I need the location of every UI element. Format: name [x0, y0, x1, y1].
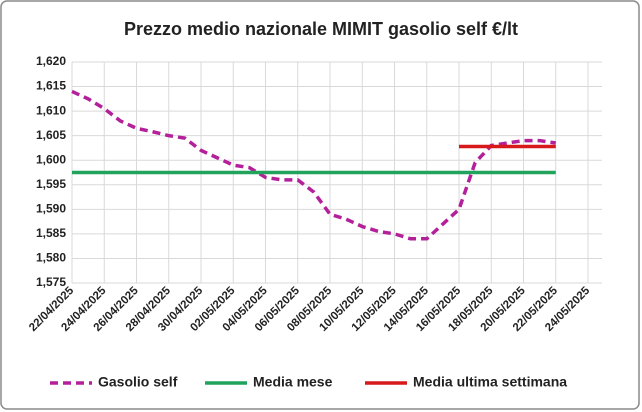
- y-tick-label: 1,620: [36, 54, 66, 68]
- y-tick-label: 1,585: [36, 226, 66, 240]
- chart-title: Prezzo medio nazionale MIMIT gasolio sel…: [124, 19, 518, 39]
- y-tick-label: 1,575: [36, 275, 66, 289]
- y-tick-label: 1,590: [36, 202, 66, 216]
- y-tick-label: 1,580: [36, 251, 66, 265]
- y-tick-label: 1,610: [36, 103, 66, 117]
- series-line: [71, 89, 557, 241]
- legend-label: Media mese: [253, 374, 333, 390]
- y-tick-label: 1,595: [36, 177, 66, 191]
- y-tick-label: 1,615: [36, 79, 66, 93]
- legend-label: Gasolio self: [98, 374, 178, 390]
- y-tick-label: 1,600: [36, 152, 66, 166]
- legend-label: Media ultima settimana: [413, 374, 567, 390]
- y-tick-label: 1,605: [36, 128, 66, 142]
